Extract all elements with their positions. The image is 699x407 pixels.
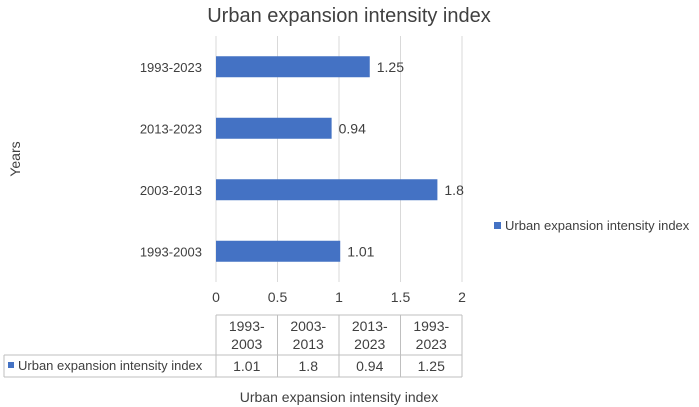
table-value: 1.01 [233,358,260,374]
table-value: 1.8 [299,358,319,374]
table-value: 1.25 [418,358,445,374]
table-header-line1: 1993- [413,318,449,334]
x-tick-label: 1 [335,289,343,305]
table-header-line2: 2003 [231,336,262,352]
y-tick-label: 2003-2013 [140,183,202,198]
y-axis-title: Years [7,141,23,176]
table-header-line1: 1993- [229,318,265,334]
bar-1993-2003 [216,240,341,262]
x-axis-title: Urban expansion intensity index [240,389,438,405]
bar-1993-2023 [216,56,370,78]
table-legend-key [8,362,14,368]
bar-2013-2023 [216,117,332,139]
chart-title: Urban expansion intensity index [207,5,491,27]
x-tick-label: 0.5 [268,289,288,305]
data-label: 0.94 [339,120,366,136]
bar-2003-2013 [216,179,438,201]
legend-label: Urban expansion intensity index [505,218,690,233]
table-value: 0.94 [356,358,383,374]
legend-swatch [494,222,501,229]
y-tick-label: 1993-2023 [140,60,202,75]
table-header-line1: 2003- [290,318,326,334]
table-header-line2: 2023 [416,336,447,352]
x-tick-label: 0 [212,289,220,305]
table-header-line2: 2023 [354,336,385,352]
x-tick-label: 1.5 [391,289,411,305]
y-tick-label: 1993-2003 [140,244,202,259]
data-label: 1.8 [444,182,464,198]
data-label: 1.25 [377,59,404,75]
data-label: 1.01 [347,243,374,259]
table-header-line1: 2013- [352,318,388,334]
x-tick-label: 2 [458,289,466,305]
table-row-label: Urban expansion intensity index [18,358,203,373]
table-header-line2: 2013 [293,336,324,352]
y-tick-label: 2013-2023 [140,121,202,136]
